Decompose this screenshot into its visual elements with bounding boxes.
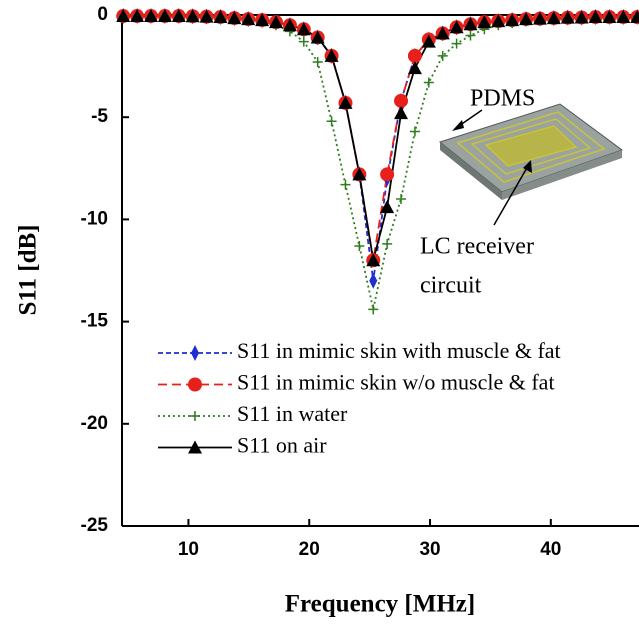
marker xyxy=(143,9,158,23)
marker xyxy=(324,48,339,62)
marker xyxy=(116,9,131,23)
marker xyxy=(382,238,393,249)
marker xyxy=(213,10,228,24)
marker xyxy=(437,50,448,61)
x-tick-label: 40 xyxy=(540,539,561,560)
y-tick-label: -15 xyxy=(81,311,109,332)
y-tick-label: -20 xyxy=(81,413,108,434)
x-tick-label: 10 xyxy=(178,539,199,560)
legend-label: S11 on air xyxy=(237,433,327,458)
marker xyxy=(396,193,407,204)
marker xyxy=(449,20,464,34)
arrow xyxy=(493,165,529,226)
arrow-head xyxy=(523,160,532,173)
marker xyxy=(532,11,547,25)
marker xyxy=(407,61,422,75)
marker xyxy=(340,179,351,190)
marker xyxy=(188,440,202,454)
marker xyxy=(188,377,202,392)
marker xyxy=(338,95,353,109)
marker xyxy=(352,167,367,181)
marker xyxy=(354,240,365,251)
marker xyxy=(241,12,256,26)
legend-label: S11 in mimic skin w/o muscle & fat xyxy=(237,370,555,395)
x-axis-title: Frequency [MHz] xyxy=(285,591,475,618)
marker xyxy=(255,13,270,27)
marker xyxy=(368,304,379,315)
marker xyxy=(505,13,520,27)
x-tick-label: 30 xyxy=(419,539,440,560)
marker xyxy=(465,30,476,41)
inset-device xyxy=(438,103,624,200)
y-tick-label: -25 xyxy=(81,515,109,536)
marker xyxy=(588,10,603,24)
y-axis-title: S11 [dB] xyxy=(15,224,42,315)
marker xyxy=(407,48,422,63)
marker xyxy=(171,9,186,23)
marker xyxy=(380,167,395,182)
marker xyxy=(380,200,395,214)
legend-label: S11 in mimic skin with muscle & fat xyxy=(237,338,561,363)
marker xyxy=(190,411,200,421)
marker xyxy=(227,11,242,25)
annotation: circuit xyxy=(420,273,482,299)
marker xyxy=(296,22,311,36)
marker xyxy=(394,106,409,120)
marker xyxy=(394,93,409,108)
marker xyxy=(191,345,199,361)
marker xyxy=(157,9,172,23)
marker xyxy=(326,116,337,127)
marker xyxy=(463,17,478,31)
legend-label: S11 in water xyxy=(237,401,348,426)
marker xyxy=(574,10,589,24)
marker xyxy=(185,9,200,23)
marker xyxy=(519,12,534,26)
marker xyxy=(421,34,436,48)
arrow-head xyxy=(452,120,464,131)
marker xyxy=(298,36,309,47)
marker xyxy=(130,9,145,23)
marker xyxy=(630,10,639,24)
marker xyxy=(451,38,462,49)
annotation: PDMS xyxy=(470,86,535,112)
marker xyxy=(366,253,381,267)
marker xyxy=(312,57,323,68)
y-tick-label: -10 xyxy=(81,208,108,229)
marker xyxy=(491,14,506,28)
marker xyxy=(269,15,284,29)
y-tick-label: 0 xyxy=(97,4,108,25)
marker xyxy=(282,18,297,32)
marker xyxy=(435,26,450,40)
marker xyxy=(199,9,214,23)
marker xyxy=(560,10,575,24)
marker xyxy=(602,10,617,24)
marker xyxy=(409,126,420,137)
y-tick-label: -5 xyxy=(91,106,108,127)
x-tick-label: 20 xyxy=(299,539,320,560)
marker xyxy=(616,10,631,24)
marker xyxy=(546,11,561,25)
annotation: LC receiver xyxy=(420,234,534,260)
marker xyxy=(477,15,492,29)
marker xyxy=(423,77,434,88)
marker xyxy=(310,30,325,44)
marker xyxy=(369,272,378,289)
